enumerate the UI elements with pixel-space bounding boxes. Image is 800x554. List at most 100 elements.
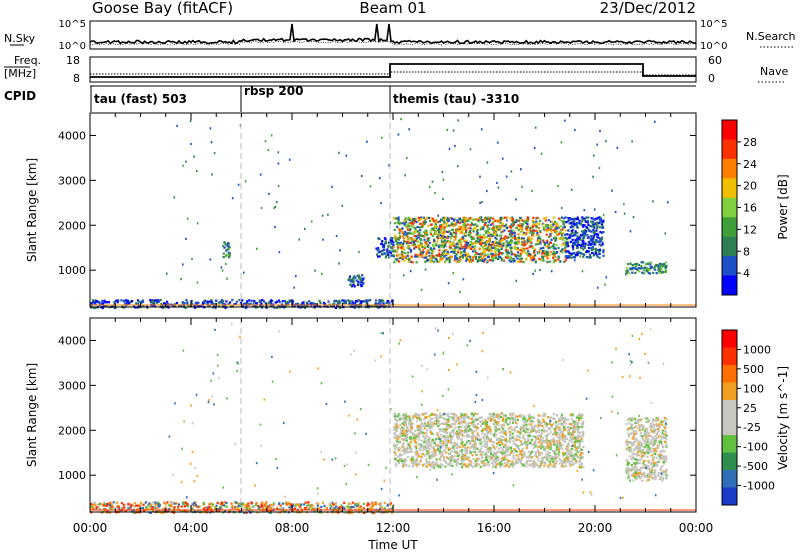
colorbar-swatch: [722, 158, 737, 179]
scatter-point: [304, 507, 307, 510]
scatter-point: [423, 427, 427, 430]
scatter-point: [592, 231, 595, 234]
scatter-point: [415, 261, 418, 264]
scatter-point: [501, 224, 504, 227]
scatter-point: [417, 236, 420, 239]
scatter-point: [491, 221, 495, 224]
scatter-point: [643, 266, 646, 269]
scatter-point: [410, 436, 413, 439]
scatter-point: [543, 250, 546, 253]
scatter-point: [493, 226, 496, 229]
scatter-point: [553, 417, 556, 421]
scatter-point: [505, 248, 508, 252]
scatter-point: [529, 431, 532, 434]
scatter-point: [520, 260, 523, 263]
scatter-point: [502, 242, 505, 245]
scatter-point: [549, 250, 552, 253]
scatter-point: [562, 248, 564, 251]
scatter-point: [451, 222, 454, 225]
scatter-point: [465, 239, 468, 242]
scatter-point: [567, 432, 570, 435]
scatter-point: [429, 219, 432, 222]
scatter-point: [426, 249, 429, 252]
scatter-point: [629, 230, 632, 233]
scatter-point: [527, 438, 530, 441]
scatter-point: [591, 246, 595, 249]
scatter-point: [284, 302, 287, 305]
scatter-point: [428, 455, 431, 458]
scatter-point: [414, 229, 417, 232]
scatter-point: [494, 245, 497, 248]
scatter-point: [404, 450, 407, 453]
scatter-point: [349, 283, 352, 286]
scatter-point: [223, 503, 226, 506]
scatter-point: [468, 231, 471, 234]
scatter-point: [529, 239, 532, 242]
scatter-point: [563, 457, 567, 461]
scatter-point: [309, 504, 312, 507]
scatter-point: [469, 224, 472, 227]
scatter-point: [429, 259, 432, 262]
scatter-point: [96, 503, 99, 506]
scatter-point: [545, 241, 549, 244]
scatter-point: [578, 237, 581, 240]
scatter-point: [528, 231, 531, 234]
scatter-point: [391, 250, 394, 253]
scatter-point: [304, 304, 307, 308]
scatter-point: [542, 246, 545, 249]
scatter-point: [415, 435, 418, 438]
scatter-point: [237, 507, 240, 510]
scatter-point: [478, 256, 481, 259]
scatter-point: [447, 457, 451, 461]
scatter-point: [237, 505, 240, 508]
scatter-point: [534, 254, 537, 257]
scatter-point: [497, 458, 500, 461]
scatter-point: [173, 509, 176, 512]
scatter-point: [148, 502, 151, 505]
scatter-point: [471, 235, 474, 239]
scatter-point: [242, 271, 245, 274]
scatter-point: [459, 417, 462, 420]
scatter-point: [547, 416, 550, 419]
scatter-point: [395, 444, 398, 447]
scatter-point: [637, 267, 640, 270]
scatter-point: [351, 300, 354, 303]
scatter-point: [428, 448, 431, 451]
scatter-point: [436, 233, 439, 236]
scatter-point: [584, 243, 587, 247]
scatter-point: [469, 247, 473, 250]
scatter-point: [554, 247, 557, 250]
noise-right-tick-top: 10^5: [700, 19, 727, 30]
scatter-point: [573, 424, 577, 427]
scatter-point: [469, 233, 472, 236]
scatter-point: [553, 463, 556, 466]
scatter-point: [486, 246, 489, 249]
scatter-point: [416, 225, 419, 229]
scatter-point: [241, 299, 244, 302]
scatter-point: [481, 227, 485, 230]
scatter-point: [431, 217, 434, 220]
scatter-point: [477, 463, 480, 466]
scatter-point: [531, 246, 534, 250]
scatter-point: [482, 421, 485, 424]
scatter-point: [432, 250, 435, 253]
scatter-point: [466, 245, 470, 248]
scatter-point: [475, 419, 478, 422]
scatter-point: [502, 430, 505, 433]
scatter-point: [428, 251, 431, 254]
scatter-point: [598, 248, 601, 251]
scatter-point: [288, 506, 291, 509]
scatter-point: [464, 226, 467, 229]
scatter-point: [519, 222, 522, 225]
scatter-point: [444, 260, 447, 263]
scatter-point: [419, 229, 422, 232]
scatter-point: [331, 185, 333, 188]
scatter-point: [586, 234, 589, 237]
scatter-point: [519, 216, 522, 219]
scatter-point: [474, 242, 477, 245]
scatter-point: [380, 300, 383, 303]
scatter-point: [531, 245, 534, 248]
scatter-point: [444, 222, 448, 225]
scatter-point: [393, 245, 396, 249]
scatter-point: [177, 505, 180, 508]
